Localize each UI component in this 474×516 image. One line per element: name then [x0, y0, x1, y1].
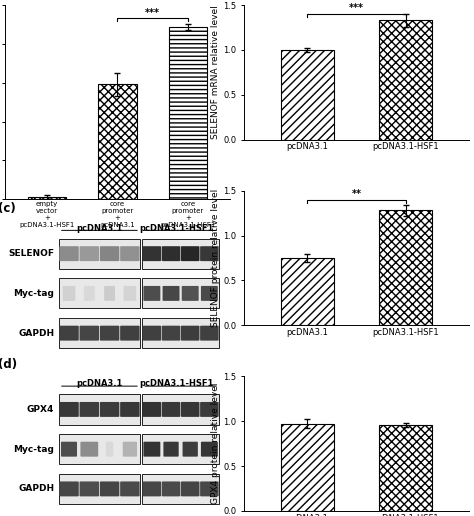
Text: SELENOF: SELENOF [9, 249, 55, 258]
FancyBboxPatch shape [84, 286, 95, 301]
Bar [379, 211, 432, 325]
FancyBboxPatch shape [124, 286, 136, 301]
FancyBboxPatch shape [162, 246, 180, 261]
FancyBboxPatch shape [59, 394, 140, 425]
FancyBboxPatch shape [142, 238, 219, 269]
FancyBboxPatch shape [81, 442, 98, 457]
FancyBboxPatch shape [182, 286, 199, 301]
FancyBboxPatch shape [59, 318, 140, 348]
FancyBboxPatch shape [80, 481, 99, 496]
FancyBboxPatch shape [200, 246, 219, 261]
Bar [281, 424, 335, 511]
FancyBboxPatch shape [181, 326, 200, 341]
FancyBboxPatch shape [59, 474, 140, 504]
Text: Myc-tag: Myc-tag [13, 289, 55, 298]
FancyBboxPatch shape [201, 442, 218, 457]
FancyBboxPatch shape [162, 326, 180, 341]
Text: ***: *** [145, 8, 160, 18]
FancyBboxPatch shape [120, 326, 140, 341]
FancyBboxPatch shape [142, 474, 219, 504]
FancyBboxPatch shape [181, 402, 200, 417]
FancyBboxPatch shape [142, 394, 219, 425]
FancyBboxPatch shape [59, 246, 79, 261]
FancyBboxPatch shape [182, 442, 198, 457]
FancyBboxPatch shape [142, 434, 219, 464]
FancyBboxPatch shape [104, 286, 115, 301]
FancyBboxPatch shape [181, 481, 200, 496]
FancyBboxPatch shape [201, 286, 218, 301]
Bar [281, 50, 335, 140]
FancyBboxPatch shape [63, 286, 75, 301]
FancyBboxPatch shape [164, 442, 179, 457]
Text: GAPDH: GAPDH [18, 329, 55, 337]
FancyBboxPatch shape [200, 402, 219, 417]
Text: GPX4: GPX4 [27, 405, 55, 414]
FancyBboxPatch shape [181, 246, 200, 261]
Text: (d): (d) [0, 358, 17, 371]
Bar [169, 27, 207, 199]
FancyBboxPatch shape [200, 481, 219, 496]
FancyBboxPatch shape [200, 326, 219, 341]
FancyBboxPatch shape [120, 402, 140, 417]
FancyBboxPatch shape [100, 402, 119, 417]
FancyBboxPatch shape [100, 246, 119, 261]
Y-axis label: SELENOF protein relative level: SELENOF protein relative level [211, 189, 220, 327]
Bar [281, 258, 335, 325]
FancyBboxPatch shape [142, 318, 219, 348]
Bar [379, 425, 432, 511]
FancyBboxPatch shape [142, 278, 219, 309]
FancyBboxPatch shape [162, 402, 180, 417]
Text: pcDNA3.1: pcDNA3.1 [76, 223, 123, 233]
Text: (c): (c) [0, 202, 16, 215]
FancyBboxPatch shape [143, 481, 161, 496]
FancyBboxPatch shape [80, 402, 99, 417]
FancyBboxPatch shape [59, 402, 79, 417]
FancyBboxPatch shape [59, 434, 140, 464]
FancyBboxPatch shape [100, 481, 119, 496]
FancyBboxPatch shape [59, 326, 79, 341]
FancyBboxPatch shape [123, 442, 137, 457]
Text: pcDNA3.1-HSF1: pcDNA3.1-HSF1 [139, 223, 213, 233]
FancyBboxPatch shape [59, 238, 140, 269]
Y-axis label: SELENOF mRNA relative level: SELENOF mRNA relative level [211, 6, 220, 139]
Text: pcDNA3.1: pcDNA3.1 [76, 379, 123, 388]
FancyBboxPatch shape [143, 402, 161, 417]
Text: pcDNA3.1-HSF1: pcDNA3.1-HSF1 [139, 379, 213, 388]
FancyBboxPatch shape [162, 481, 180, 496]
Bar [27, 197, 66, 199]
Text: (b): (b) [203, 0, 222, 3]
FancyBboxPatch shape [59, 278, 140, 309]
Text: Myc-tag: Myc-tag [13, 445, 55, 454]
Text: GAPDH: GAPDH [18, 485, 55, 493]
FancyBboxPatch shape [143, 246, 161, 261]
Y-axis label: GPX4 protein relative level: GPX4 protein relative level [211, 383, 220, 504]
FancyBboxPatch shape [61, 442, 77, 457]
FancyBboxPatch shape [80, 326, 99, 341]
FancyBboxPatch shape [100, 326, 119, 341]
FancyBboxPatch shape [120, 481, 140, 496]
FancyBboxPatch shape [80, 246, 99, 261]
FancyBboxPatch shape [106, 442, 113, 457]
FancyBboxPatch shape [163, 286, 180, 301]
FancyBboxPatch shape [120, 246, 140, 261]
Bar [379, 21, 432, 140]
FancyBboxPatch shape [143, 326, 161, 341]
FancyBboxPatch shape [59, 481, 79, 496]
FancyBboxPatch shape [144, 286, 160, 301]
Text: ***: *** [349, 4, 364, 13]
Text: **: ** [352, 189, 362, 199]
FancyBboxPatch shape [144, 442, 160, 457]
Bar [98, 85, 137, 199]
